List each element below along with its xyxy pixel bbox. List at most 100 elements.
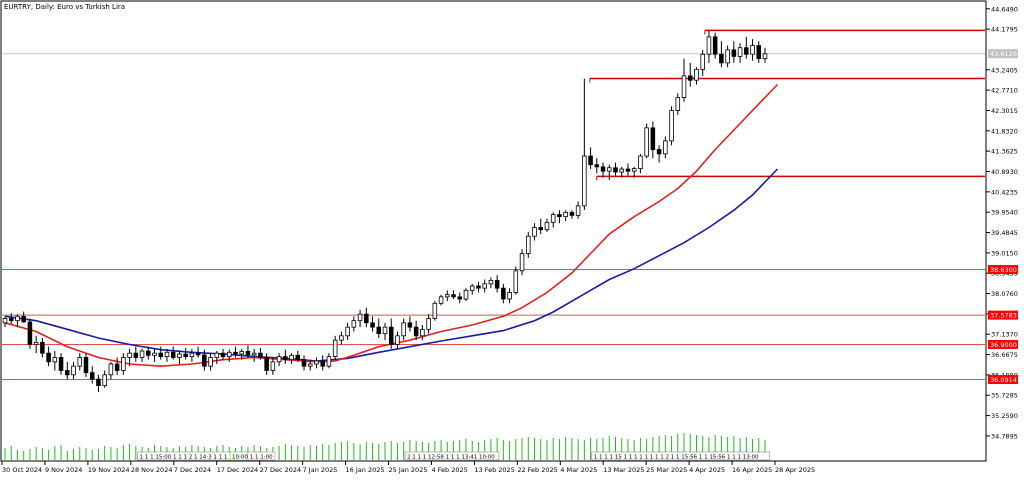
- candle: [519, 249, 525, 276]
- svg-text:36.0914: 36.0914: [990, 376, 1017, 384]
- candle: [133, 346, 139, 362]
- candle: [631, 166, 637, 178]
- candle: [638, 153, 643, 174]
- x-axis-tick-label: 4 Mar 2025: [560, 466, 597, 474]
- candle: [762, 47, 768, 63]
- moving-average-slow-line: [4, 168, 779, 362]
- candle: [283, 349, 288, 364]
- candle: [233, 346, 238, 358]
- candle: [139, 348, 145, 362]
- candle: [258, 347, 263, 360]
- y-axis-tick-label: 44.6490: [991, 5, 1018, 13]
- candle: [332, 335, 338, 360]
- y-axis-tick-label: 43.2405: [991, 66, 1018, 74]
- volume-tag: 2 1 1 1 12:58 1 1 1 13:41 10:00: [404, 451, 500, 461]
- y-axis-tick-label: 40.8930: [991, 168, 1018, 176]
- x-axis-tick-label: 13 Feb 2025: [474, 466, 514, 474]
- y-axis-tick-label: 35.2590: [991, 412, 1018, 420]
- candle: [357, 309, 363, 328]
- svg-text:10:00: 10:00: [232, 455, 248, 461]
- candle: [58, 353, 64, 375]
- x-axis-tick-label: 16 Apr 2025: [732, 466, 772, 474]
- candle: [89, 366, 95, 384]
- candle: [420, 324, 425, 341]
- candle: [52, 350, 58, 371]
- candle: [251, 348, 257, 362]
- x-axis-tick-label: 17 Dec 2024: [217, 466, 259, 474]
- candle: [21, 311, 26, 323]
- candle: [27, 318, 33, 349]
- candle: [457, 292, 463, 304]
- candle: [656, 145, 662, 163]
- candle: [114, 357, 120, 375]
- candle: [121, 353, 126, 375]
- candle: [164, 348, 170, 362]
- candle: [214, 350, 220, 364]
- candle: [195, 346, 201, 358]
- candle: [245, 345, 251, 358]
- candle: [644, 123, 649, 159]
- candle: [202, 349, 207, 371]
- candle: [276, 353, 282, 367]
- candle: [600, 162, 606, 178]
- candle: [619, 166, 624, 178]
- candle: [2, 316, 8, 328]
- y-axis-tick-label: 35.7285: [991, 392, 1018, 400]
- candle: [650, 121, 656, 159]
- candle: [613, 162, 618, 176]
- candle: [488, 277, 494, 289]
- y-axis-tick-label: 44.1795: [991, 26, 1018, 34]
- price-tag: 36.0914: [988, 375, 1018, 385]
- x-axis-tick-label: 19 Nov 2024: [88, 466, 130, 474]
- candle: [563, 210, 568, 222]
- candle: [220, 348, 226, 360]
- x-axis-tick-label: 16 Jan 2025: [346, 466, 385, 474]
- x-axis-tick-label: 9 Nov 2024: [45, 466, 83, 474]
- candle: [731, 41, 737, 63]
- volume-tag: 10:00: [229, 451, 249, 461]
- candle: [445, 290, 450, 302]
- candle: [226, 349, 232, 362]
- svg-text:1 1 1 1 15 1 1 1 1 1 1 1 1 2 1: 1 1 1 1 15 1 1 1 1 1 1 1 1 2 1 1 15:56 1…: [594, 455, 759, 461]
- candle: [606, 164, 612, 180]
- svg-text:43.6120: 43.6120: [990, 50, 1017, 58]
- candle: [65, 361, 70, 380]
- candle: [146, 346, 151, 360]
- x-axis-tick-label: 28 Nov 2024: [131, 466, 173, 474]
- candle: [295, 350, 301, 362]
- candle: [108, 361, 114, 380]
- x-axis-tick-label: 22 Feb 2025: [517, 466, 557, 474]
- volume-tag: 1 1 1:00: [247, 451, 276, 461]
- candle: [625, 163, 631, 176]
- candle: [289, 353, 294, 364]
- candle: [663, 136, 668, 159]
- candle: [438, 294, 444, 306]
- x-axis-tick-label: 25 Mar 2025: [646, 466, 687, 474]
- candle: [8, 313, 14, 324]
- candle: [301, 355, 307, 371]
- svg-text:1 1 1:00: 1 1 1:00: [250, 455, 273, 461]
- x-axis-tick-label: 28 Apr 2025: [775, 466, 815, 474]
- candle: [314, 357, 319, 369]
- candle: [183, 347, 188, 360]
- candle: [725, 45, 730, 68]
- candle: [189, 348, 195, 362]
- candle: [681, 58, 687, 102]
- svg-text:37.5783: 37.5783: [990, 312, 1017, 320]
- candle: [569, 210, 575, 219]
- x-axis-tick-label: 7 Jan 2025: [303, 466, 338, 474]
- x-axis-tick-label: 4 Feb 2025: [431, 466, 467, 474]
- svg-text:1 1 1 15:00 1 1 1 2 1 14:3 1 1: 1 1 1 15:00 1 1 1 2 1 14:3 1 1 1 14:00 1…: [140, 455, 256, 461]
- candle: [351, 316, 357, 332]
- y-axis-tick-label: 37.1370: [991, 331, 1018, 339]
- candle: [96, 374, 101, 393]
- candle: [432, 301, 438, 321]
- candle: [83, 353, 89, 377]
- candle: [370, 316, 375, 332]
- candle: [532, 223, 537, 241]
- candle: [544, 218, 550, 232]
- candle: [451, 290, 456, 299]
- candle: [694, 67, 699, 85]
- svg-text:38.6300: 38.6300: [990, 266, 1017, 274]
- candle: [687, 62, 693, 87]
